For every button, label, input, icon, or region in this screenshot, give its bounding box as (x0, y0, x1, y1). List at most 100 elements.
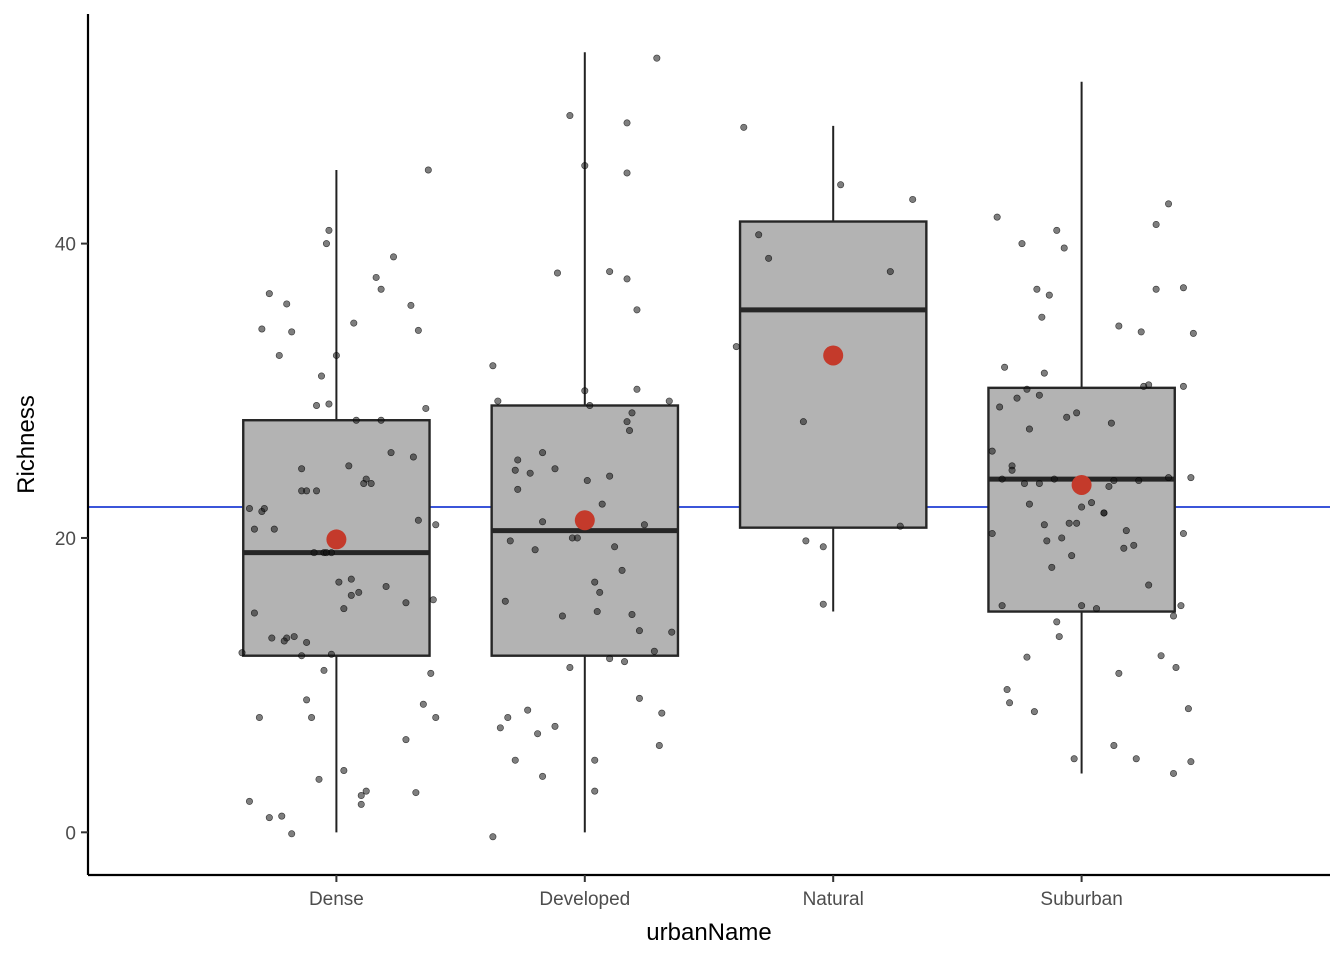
y-ticks: 0 20 40 (55, 235, 88, 844)
data-point (1063, 413, 1071, 421)
data-point (322, 240, 330, 248)
data-point (387, 449, 395, 457)
box-natural (738, 220, 928, 529)
data-point (313, 487, 321, 495)
data-point (1013, 394, 1021, 402)
data-point (390, 253, 398, 261)
data-point (1170, 612, 1178, 620)
data-point (315, 775, 323, 783)
data-point (1025, 425, 1033, 433)
data-point (402, 736, 410, 744)
data-point (1140, 382, 1148, 390)
data-point (633, 306, 641, 314)
data-point (1177, 602, 1185, 610)
y-tick-label: 40 (55, 235, 76, 256)
mean-point-natural (823, 345, 844, 366)
y-axis-title: Richness (13, 395, 40, 494)
data-point (583, 477, 591, 485)
data-point (591, 756, 599, 764)
data-point (1105, 482, 1113, 490)
data-point (1157, 652, 1165, 660)
data-point (593, 608, 601, 616)
data-point (909, 195, 917, 203)
data-point (896, 522, 904, 530)
data-point (1023, 653, 1031, 661)
data-point (993, 213, 1001, 221)
data-point (1107, 419, 1115, 427)
data-point (1030, 708, 1038, 716)
whisker-layer (335, 52, 1083, 833)
data-point (258, 325, 266, 333)
data-point (1033, 285, 1041, 293)
data-point (407, 301, 415, 309)
data-point (623, 418, 631, 426)
data-point (429, 596, 437, 604)
data-point (1179, 382, 1187, 390)
data-point (308, 714, 316, 722)
data-point (347, 575, 355, 583)
data-point (1135, 477, 1143, 485)
data-point (1073, 519, 1081, 527)
data-point (988, 530, 996, 538)
data-point (1088, 499, 1096, 507)
data-point (1152, 285, 1160, 293)
mean-point-developed (574, 510, 595, 531)
data-point (432, 714, 440, 722)
data-point (566, 112, 574, 120)
data-point (996, 403, 1004, 411)
data-point (357, 792, 365, 800)
data-point (1122, 527, 1130, 535)
data-point (1053, 618, 1061, 626)
data-point (1152, 220, 1160, 228)
data-point (1189, 329, 1197, 337)
data-point (347, 591, 355, 599)
data-point (332, 351, 340, 359)
data-point (290, 633, 298, 641)
data-point (265, 814, 273, 822)
data-point (511, 756, 519, 764)
data-point (489, 362, 497, 370)
data-point (802, 537, 810, 545)
data-point (591, 787, 599, 795)
data-point (320, 666, 328, 674)
data-point (1115, 322, 1123, 330)
mean-point-suburban (1071, 474, 1092, 495)
data-point (1068, 552, 1076, 560)
data-point (275, 351, 283, 359)
data-point (553, 269, 561, 277)
data-point (586, 401, 594, 409)
data-point (322, 549, 330, 557)
data-point (494, 397, 502, 405)
data-point (1145, 581, 1153, 589)
data-point (740, 123, 748, 131)
data-point (1179, 530, 1187, 538)
data-point (1055, 633, 1063, 641)
data-point (303, 638, 311, 646)
data-point (382, 583, 390, 591)
data-point (357, 800, 365, 808)
data-point (581, 162, 589, 170)
data-point (424, 166, 432, 174)
data-point (819, 600, 827, 608)
data-point (1035, 480, 1043, 488)
data-point (653, 54, 661, 62)
data-point (377, 416, 385, 424)
data-point (1073, 409, 1081, 417)
data-point (402, 599, 410, 607)
data-point (524, 706, 532, 714)
data-point (414, 516, 422, 524)
data-point (278, 812, 286, 820)
data-point (427, 669, 435, 677)
data-point (303, 696, 311, 704)
jitter-points-layer (238, 54, 1197, 841)
data-point (1187, 758, 1195, 766)
data-point (1172, 663, 1180, 671)
data-point (313, 401, 321, 409)
data-point (606, 268, 614, 276)
data-point (422, 404, 430, 412)
data-point (618, 566, 626, 574)
data-point (1020, 480, 1028, 488)
data-point (1018, 240, 1026, 248)
data-point (539, 772, 547, 780)
data-point (1035, 391, 1043, 399)
